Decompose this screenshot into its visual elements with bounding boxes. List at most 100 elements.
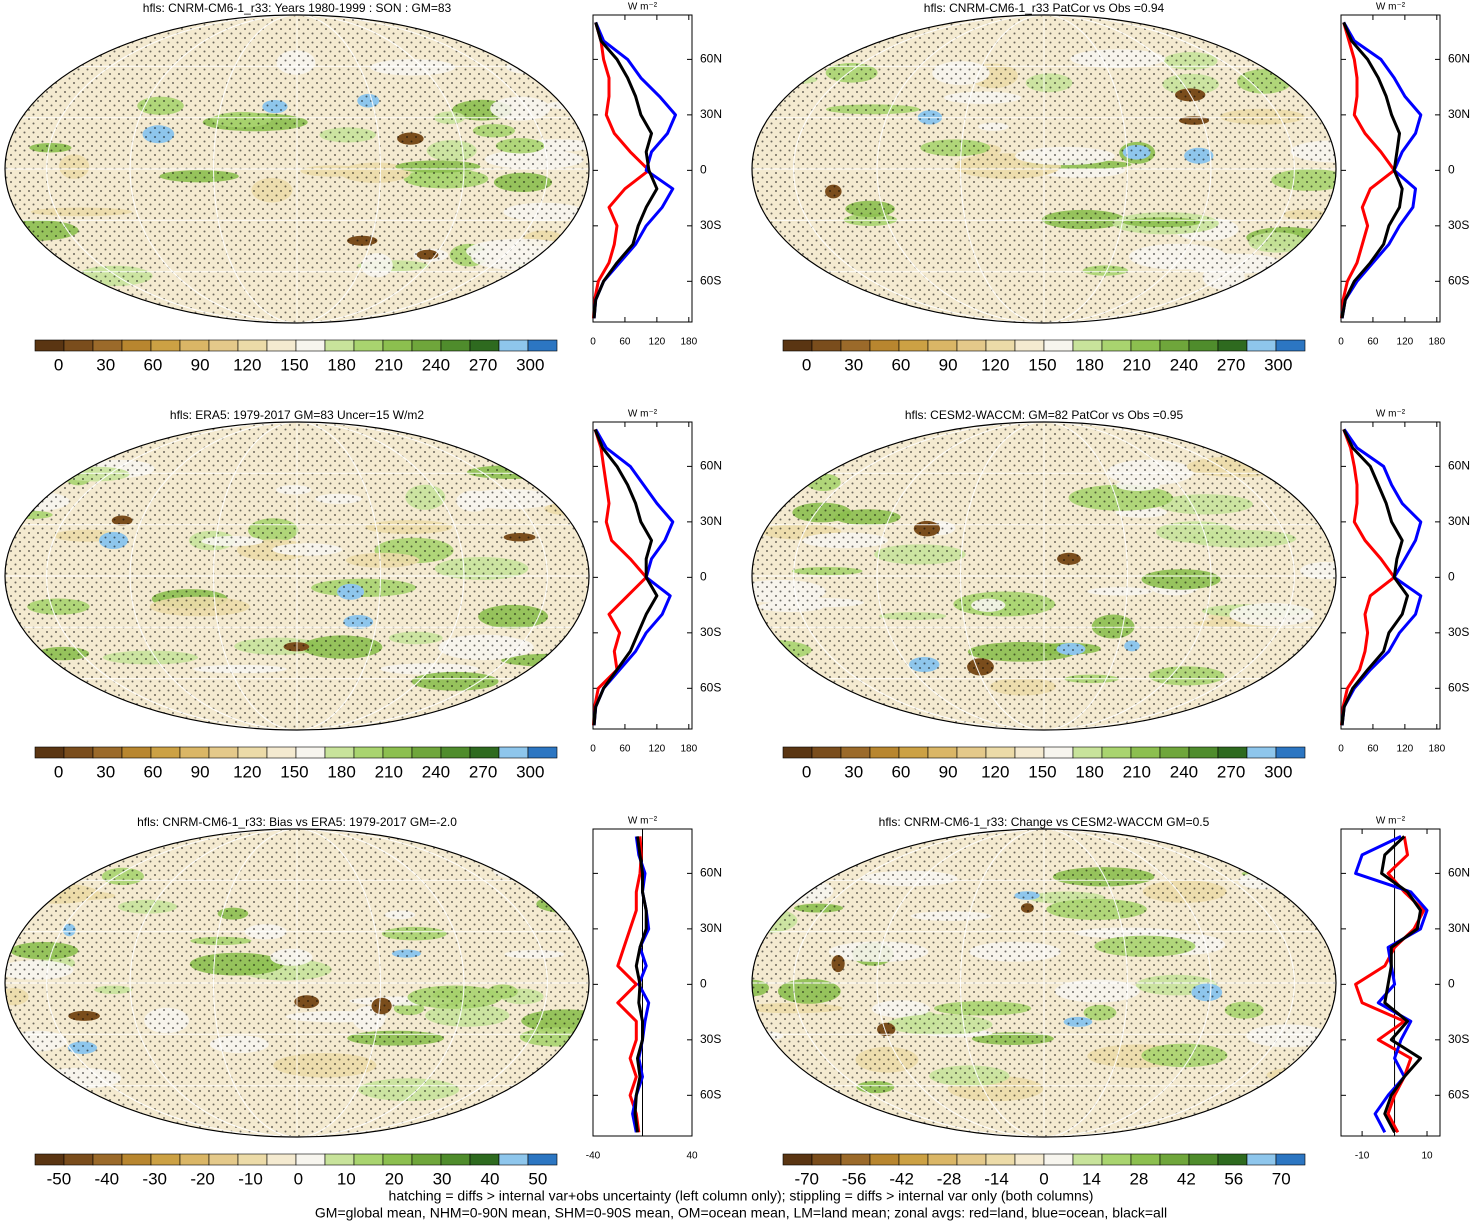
map-title: hfls: CNRM-CM6-1_r33: Years 1980-1999 : … bbox=[143, 1, 452, 15]
y-tick-label: 0 bbox=[700, 163, 707, 177]
graticule bbox=[46, 422, 548, 730]
colorbar-label: -28 bbox=[937, 1169, 962, 1188]
units-label: W m⁻² bbox=[1376, 2, 1406, 13]
units-label: W m⁻² bbox=[628, 2, 658, 13]
colorbar-swatch bbox=[1159, 746, 1190, 759]
colorbar-swatch bbox=[382, 1153, 413, 1166]
zonal-line bbox=[1340, 428, 1409, 726]
colorbar-swatch bbox=[63, 339, 94, 352]
x-tick-label: 0 bbox=[1338, 744, 1344, 755]
colorbar-label: 270 bbox=[469, 355, 497, 374]
map bbox=[752, 15, 1336, 323]
x-tick-label: -10 bbox=[1355, 1151, 1370, 1162]
x-tick-label: 60 bbox=[619, 744, 631, 755]
colorbar-swatch bbox=[1072, 339, 1103, 352]
colorbar-label: 240 bbox=[422, 355, 450, 374]
colorbar-swatch bbox=[1130, 746, 1161, 759]
colorbar-swatch bbox=[179, 339, 210, 352]
graticule bbox=[129, 15, 465, 323]
y-tick-label: 30S bbox=[1448, 1032, 1469, 1046]
colorbar-label: 180 bbox=[327, 762, 355, 781]
graticule bbox=[876, 829, 1212, 1137]
x-tick-label: 120 bbox=[649, 744, 666, 755]
map-title: hfls: ERA5: 1979-2017 GM=83 Uncer=15 W/m… bbox=[170, 408, 424, 422]
colorbar-label: -50 bbox=[47, 1169, 72, 1188]
colorbar-swatch bbox=[208, 746, 239, 759]
colorbar-swatch bbox=[324, 339, 355, 352]
footer-line: hatching = diffs > internal var+obs unce… bbox=[389, 1188, 1094, 1204]
colorbar-swatch bbox=[411, 339, 442, 352]
plot-frame bbox=[1340, 14, 1441, 323]
colorbar-label: 20 bbox=[385, 1169, 404, 1188]
y-tick-label: 30N bbox=[1448, 107, 1470, 121]
x-tick-label: 180 bbox=[1428, 337, 1445, 348]
colorbar-label: 210 bbox=[375, 762, 403, 781]
colorbar-swatch bbox=[469, 746, 500, 759]
colorbar-swatch bbox=[411, 746, 442, 759]
map bbox=[752, 829, 1336, 1137]
colorbar-label: 240 bbox=[1170, 762, 1198, 781]
y-tick-label: 60S bbox=[700, 680, 721, 694]
plot-frame bbox=[592, 14, 693, 323]
map-outline bbox=[751, 14, 1337, 324]
colorbar-swatch bbox=[353, 1153, 384, 1166]
y-tick-label: 30S bbox=[700, 625, 721, 639]
colorbar-swatch bbox=[840, 1153, 871, 1166]
y-tick-label: 60S bbox=[1448, 273, 1469, 287]
graticule bbox=[876, 15, 1212, 323]
graticule bbox=[129, 829, 465, 1137]
colorbar-swatch bbox=[150, 746, 181, 759]
colorbar-swatch bbox=[121, 339, 152, 352]
colorbar-swatch bbox=[985, 339, 1016, 352]
y-tick-label: 30N bbox=[1448, 921, 1470, 935]
map bbox=[752, 422, 1336, 730]
colorbar-swatch bbox=[1246, 746, 1277, 759]
colorbar-swatch bbox=[295, 339, 326, 352]
colorbar-swatch bbox=[150, 1153, 181, 1166]
colorbar-label: 90 bbox=[191, 762, 210, 781]
colorbar-swatch bbox=[63, 1153, 94, 1166]
colorbar-swatch bbox=[498, 339, 529, 352]
colorbar-swatch bbox=[266, 1153, 297, 1166]
colorbar-label: 150 bbox=[280, 762, 308, 781]
zonal-line bbox=[592, 21, 659, 319]
colorbar-swatch bbox=[237, 1153, 268, 1166]
colorbar-swatch bbox=[498, 1153, 529, 1166]
plot-frame bbox=[1340, 828, 1441, 1137]
colorbar-swatch bbox=[440, 746, 471, 759]
colorbar-label: 0 bbox=[802, 355, 811, 374]
colorbar-swatch bbox=[266, 339, 297, 352]
colorbar-swatch bbox=[295, 1153, 326, 1166]
x-tick-label: 180 bbox=[1428, 744, 1445, 755]
colorbar-swatch bbox=[1159, 339, 1190, 352]
colorbar-label: 14 bbox=[1082, 1169, 1101, 1188]
plot-frame bbox=[592, 421, 693, 730]
colorbar-swatch bbox=[956, 1153, 987, 1166]
colorbar-label: 0 bbox=[54, 762, 63, 781]
y-tick-label: 0 bbox=[1448, 163, 1455, 177]
colorbar-label: 150 bbox=[280, 355, 308, 374]
colorbar-swatch bbox=[121, 1153, 152, 1166]
colorbar-label: 30 bbox=[844, 355, 863, 374]
colorbar-swatch bbox=[92, 746, 123, 759]
colorbar-swatch bbox=[927, 339, 958, 352]
colorbar-swatch bbox=[1043, 746, 1074, 759]
colorbar-swatch bbox=[382, 339, 413, 352]
colorbar-label: 30 bbox=[96, 355, 115, 374]
graticule bbox=[46, 15, 548, 323]
colorbar-swatch bbox=[1014, 339, 1045, 352]
map bbox=[5, 829, 589, 1137]
field-patch bbox=[1287, 866, 1329, 890]
y-tick-label: 0 bbox=[1448, 570, 1455, 584]
colorbar-label: 42 bbox=[1177, 1169, 1196, 1188]
graticule bbox=[793, 15, 1295, 323]
colorbar-swatch bbox=[411, 1153, 442, 1166]
field-patch bbox=[18, 462, 56, 482]
colorbar-swatch bbox=[1043, 339, 1074, 352]
colorbar-swatch bbox=[1130, 339, 1161, 352]
x-tick-label: 120 bbox=[1397, 744, 1414, 755]
map bbox=[5, 15, 589, 323]
colorbar-swatch bbox=[353, 339, 384, 352]
colorbar-swatch bbox=[1217, 746, 1248, 759]
x-tick-label: 60 bbox=[1367, 337, 1379, 348]
